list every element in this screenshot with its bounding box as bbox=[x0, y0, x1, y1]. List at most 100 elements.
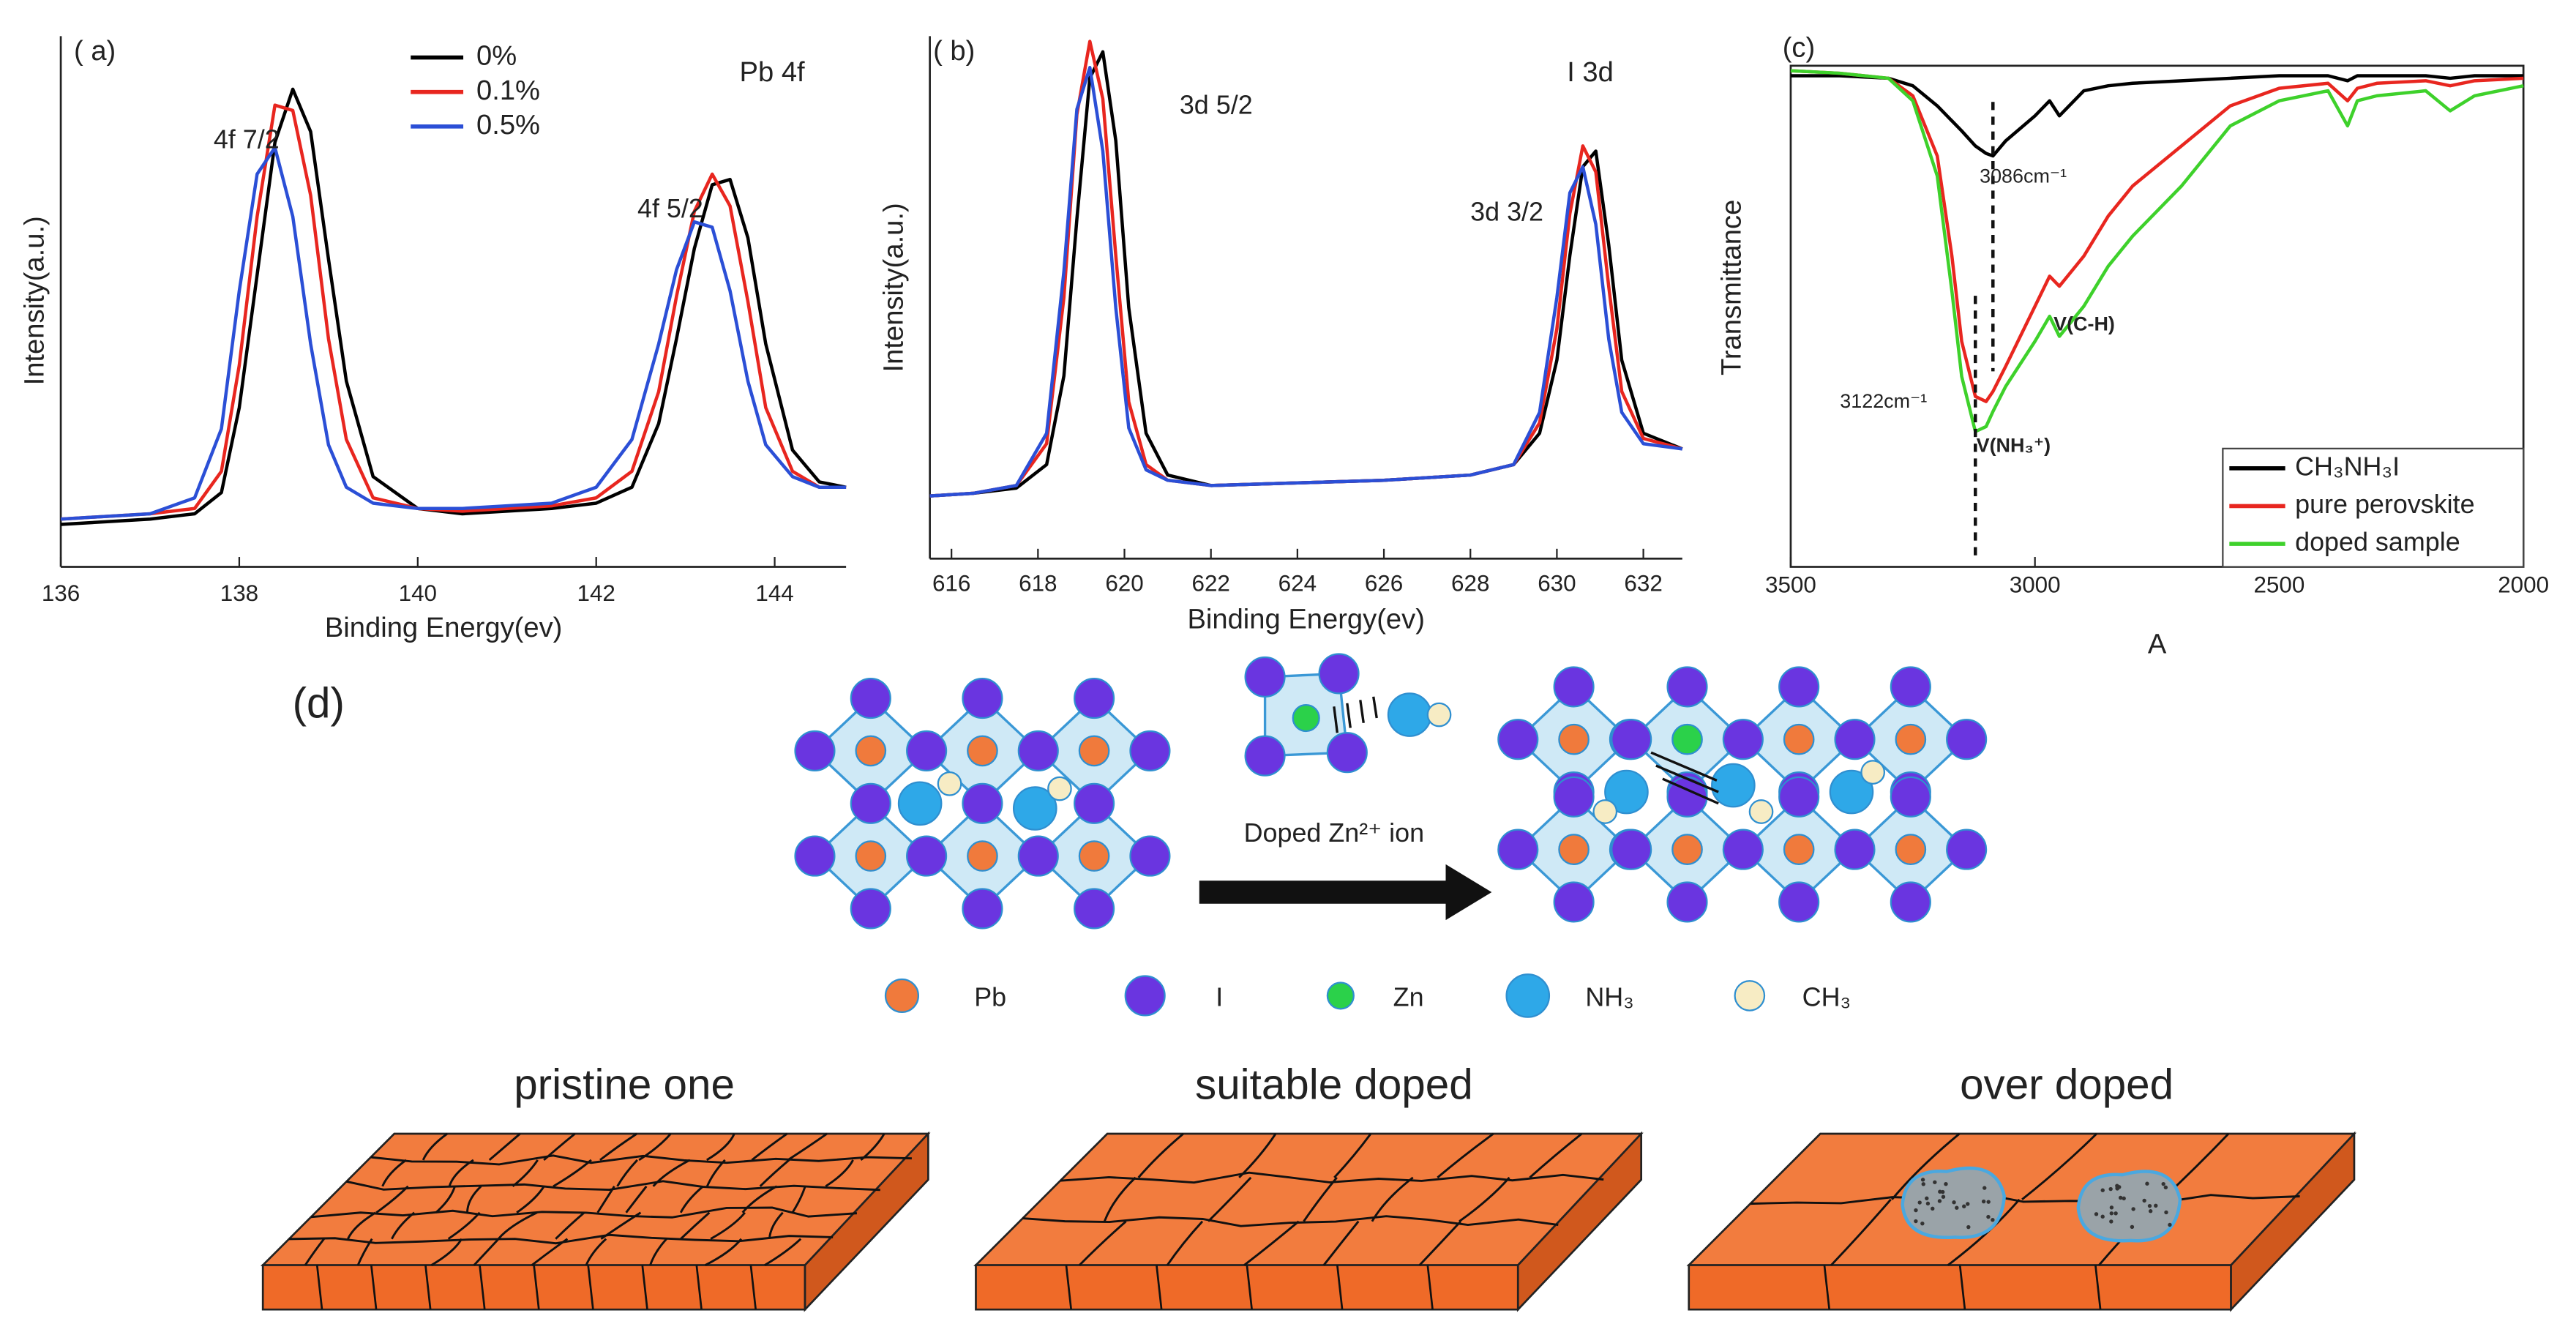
metal-atom bbox=[1558, 834, 1590, 865]
interaction bbox=[1346, 703, 1352, 728]
crack bbox=[370, 1265, 378, 1310]
crack bbox=[1426, 1265, 1434, 1310]
iodine-atom bbox=[1244, 735, 1286, 777]
crack bbox=[375, 1185, 409, 1214]
crack bbox=[764, 1238, 802, 1266]
iodine-atom bbox=[962, 782, 1003, 824]
crack bbox=[1246, 1265, 1253, 1310]
series-line bbox=[60, 103, 847, 521]
crack bbox=[680, 1211, 711, 1240]
crack bbox=[751, 1132, 788, 1162]
interaction bbox=[1359, 700, 1365, 724]
crack bbox=[2094, 1265, 2102, 1310]
metal-atom bbox=[1783, 723, 1815, 755]
crack bbox=[479, 1265, 486, 1310]
crack bbox=[466, 1185, 482, 1213]
ch3 bbox=[1860, 760, 1886, 785]
series-line bbox=[1790, 69, 2524, 403]
iodine-atom bbox=[1611, 719, 1652, 760]
iodine-atom bbox=[1074, 782, 1115, 824]
chart-title: I 3d bbox=[1567, 56, 1614, 88]
annotation: 4f 7/2 bbox=[214, 124, 280, 154]
iodine-atom bbox=[1890, 666, 1931, 708]
crack bbox=[741, 1185, 778, 1214]
metal-atom bbox=[1895, 723, 1927, 755]
crack bbox=[1459, 1176, 1510, 1222]
crack bbox=[705, 1238, 743, 1266]
x-tick-label: 140 bbox=[399, 580, 437, 606]
iodine-atom bbox=[1017, 835, 1059, 877]
zinc-atom bbox=[1292, 703, 1320, 733]
aggregate-grain bbox=[1991, 1218, 1995, 1222]
metal-atom bbox=[855, 735, 887, 767]
iodine-atom bbox=[1074, 678, 1115, 719]
metal-atom bbox=[1078, 840, 1110, 872]
iodine-atom bbox=[1834, 719, 1876, 760]
legend-label: I bbox=[1216, 981, 1223, 1011]
crack bbox=[1137, 1132, 1184, 1178]
legend-label: doped sample bbox=[2295, 527, 2460, 557]
crack bbox=[430, 1238, 463, 1266]
series-line bbox=[1790, 69, 2524, 433]
aggregate-grain bbox=[1962, 1204, 1966, 1208]
aggregate-grain bbox=[2148, 1209, 2153, 1214]
arrow bbox=[1199, 864, 1492, 921]
x-tick-label: 136 bbox=[42, 580, 80, 606]
y-axis-label: Transmittance bbox=[1715, 200, 1747, 375]
aggregate-grain bbox=[2163, 1185, 2168, 1190]
crack bbox=[596, 1186, 615, 1214]
legend-label: 0.1% bbox=[476, 75, 540, 106]
ch3 bbox=[1426, 702, 1452, 728]
aggregate-grain bbox=[1914, 1219, 1918, 1224]
aggregate-grain bbox=[1925, 1201, 1931, 1206]
iodine-atom bbox=[1497, 829, 1539, 870]
nh3 bbox=[1387, 692, 1432, 737]
film-title: suitable doped bbox=[1195, 1061, 1473, 1109]
crack bbox=[1891, 1132, 1961, 1200]
crack bbox=[625, 1185, 648, 1214]
crack bbox=[381, 1159, 407, 1187]
series-line bbox=[60, 87, 847, 526]
aggregate-grain bbox=[1933, 1180, 1937, 1184]
crack bbox=[497, 1211, 538, 1240]
crack bbox=[705, 1159, 726, 1187]
aggregate-grain bbox=[2147, 1203, 2152, 1208]
iodine-atom bbox=[1244, 656, 1286, 698]
metal-atom bbox=[855, 840, 887, 872]
annotation: 3086cm⁻¹ bbox=[1980, 165, 2067, 187]
nh3 bbox=[1012, 786, 1057, 831]
iodine-atom bbox=[1017, 730, 1059, 771]
x-axis-label: Binding Energy(ev) bbox=[1187, 604, 1424, 635]
crack bbox=[1103, 1176, 1137, 1222]
aggregate-grain bbox=[1920, 1178, 1925, 1182]
metal-atom bbox=[967, 840, 998, 872]
crack bbox=[516, 1186, 545, 1214]
crack bbox=[435, 1186, 456, 1214]
ch3 bbox=[1592, 799, 1618, 824]
iodine-atom bbox=[794, 835, 836, 877]
nh3 bbox=[1604, 769, 1649, 815]
x-tick-label: 632 bbox=[1624, 570, 1662, 596]
panel-label: (c) bbox=[1783, 31, 1816, 63]
crack bbox=[370, 1154, 912, 1166]
annotation: 3d 3/2 bbox=[1470, 196, 1543, 226]
metal-atom bbox=[1895, 834, 1927, 865]
crack bbox=[787, 1132, 828, 1162]
crack bbox=[768, 1211, 784, 1239]
metal-atom bbox=[967, 735, 998, 767]
x-tick-label: 2000 bbox=[2498, 572, 2549, 598]
crack bbox=[447, 1211, 481, 1240]
aggregate-grain bbox=[1944, 1182, 1948, 1186]
crack bbox=[448, 1159, 474, 1187]
aggregate-grain bbox=[1917, 1200, 1922, 1205]
aggregate-grain bbox=[1925, 1196, 1929, 1200]
legend-label: 0% bbox=[476, 40, 517, 72]
aggregate-grain bbox=[1966, 1224, 1971, 1230]
plot-frame bbox=[1789, 64, 2525, 568]
crack bbox=[652, 1159, 691, 1187]
crack bbox=[488, 1132, 521, 1162]
iodine-atom bbox=[1553, 666, 1595, 708]
interaction bbox=[1655, 764, 1719, 793]
crack bbox=[347, 1211, 377, 1240]
